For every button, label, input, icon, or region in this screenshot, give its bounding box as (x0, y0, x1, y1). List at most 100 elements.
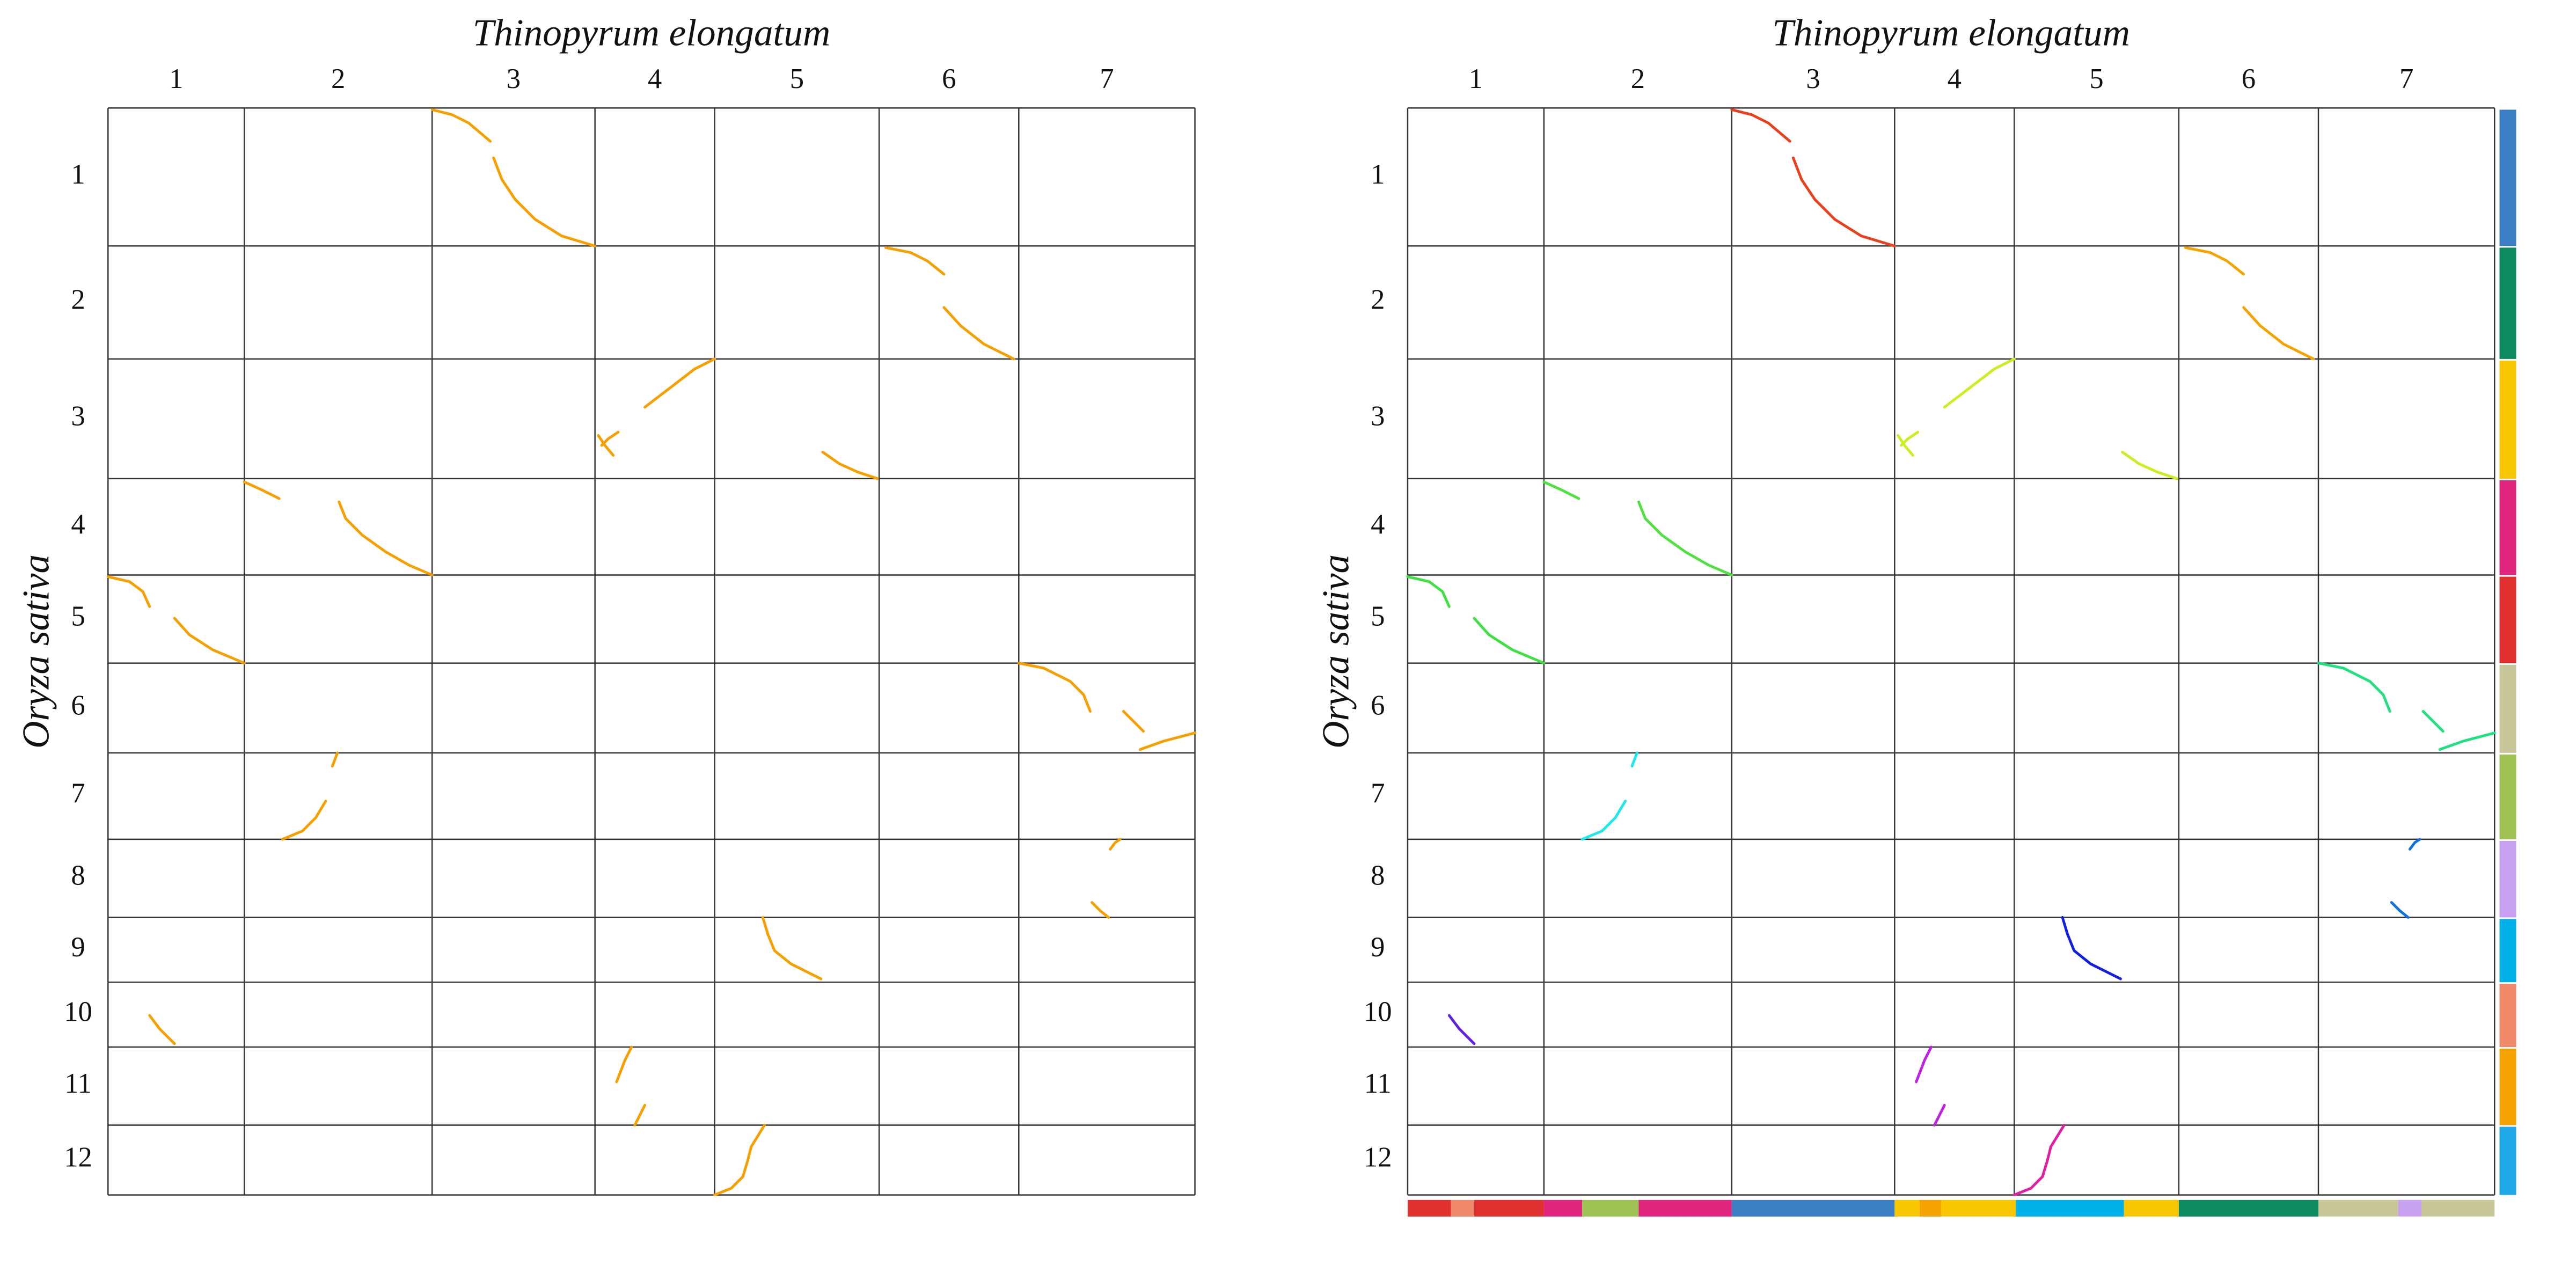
chromosome-color (2499, 576, 2516, 663)
chromosome-color (2499, 1049, 2516, 1125)
chromosome-color (1638, 1199, 1732, 1217)
x-label: 1 (1469, 63, 1483, 94)
synteny-trace (1017, 662, 1092, 713)
chromosome-color (2499, 1126, 2516, 1195)
synteny-trace (2242, 306, 2315, 361)
synteny-trace (1791, 156, 1896, 247)
dotplot-panel: Thinopyrum elongatum Oryza sativa 1 2 3 4 5 6 7 1… (16, 12, 1197, 1197)
synteny-trace (1109, 838, 1122, 851)
chromosome-color (2124, 1199, 2179, 1217)
synteny-trace (713, 1124, 766, 1197)
synteny-trace (643, 357, 716, 409)
synteny-trace (338, 500, 434, 576)
chromosome-color (2499, 247, 2516, 359)
synteny-trace (2390, 901, 2410, 919)
chromosome-color (1451, 1199, 1474, 1217)
synteny-trace (1122, 709, 1145, 733)
chromosome-color (1407, 1199, 1451, 1217)
chromosome-color (1894, 1199, 1920, 1217)
y-label: 8 (1371, 860, 1385, 891)
chromosome-color (1543, 1199, 1583, 1217)
synteny-trace (243, 480, 281, 500)
y-label: 6 (1371, 690, 1385, 721)
y-label: 8 (71, 860, 85, 891)
y-label: 12 (64, 1142, 92, 1173)
x-label: 3 (507, 63, 521, 94)
y-label: 9 (71, 932, 85, 963)
synteny-trace (2184, 246, 2245, 276)
chromosome-color (2178, 1199, 2318, 1217)
panel-title: Thinopyrum elongatum (473, 12, 831, 54)
synteny-trace (430, 108, 492, 143)
synteny-trace (633, 1103, 647, 1126)
synteny-trace (884, 246, 946, 276)
synteny-trace (1915, 1045, 1933, 1084)
x-label: 5 (2089, 63, 2103, 94)
synteny-trace (761, 916, 823, 980)
synteny-trace (492, 156, 597, 247)
synteny-trace (1897, 434, 1914, 457)
chromosome-color (2499, 984, 2516, 1047)
y-label: 3 (71, 400, 85, 431)
y-label: 3 (1371, 400, 1385, 431)
chromosome-color (1941, 1199, 2016, 1217)
chromosome-color (1731, 1199, 1895, 1217)
y-label: 11 (1364, 1068, 1392, 1099)
synteny-trace (2438, 731, 2496, 751)
synteny-trace (2408, 838, 2421, 851)
x-label: 5 (790, 63, 804, 94)
x-label: 6 (2242, 63, 2256, 94)
y-label: 4 (1371, 509, 1385, 540)
synteny-trace (1406, 575, 1451, 608)
synteny-trace (1580, 800, 1627, 841)
synteny-trace (1630, 751, 1638, 768)
chromosome-color (2499, 919, 2516, 983)
synteny-trace (173, 617, 246, 665)
synteny-trace (148, 1014, 176, 1045)
y-axis-title: Oryza sativa (16, 554, 57, 749)
y-label: 10 (1364, 997, 1392, 1028)
chromosome-color (2499, 664, 2516, 753)
chromosome-color (2016, 1199, 2124, 1217)
chromosome-color (2318, 1199, 2398, 1217)
chromosome-color (2499, 840, 2516, 918)
y-label: 6 (71, 690, 85, 721)
chromosome-color (2499, 480, 2516, 575)
synteny-trace (331, 751, 339, 768)
x-label: 7 (2399, 63, 2413, 94)
synteny-trace (2421, 709, 2445, 733)
x-label: 4 (648, 63, 662, 94)
synteny-trace (597, 434, 615, 457)
y-label: 1 (1371, 159, 1385, 190)
synteny-trace (942, 306, 1015, 361)
y-label: 9 (1371, 932, 1385, 963)
synteny-trace (2317, 662, 2391, 713)
y-label: 2 (71, 284, 85, 316)
y-label: 4 (71, 509, 85, 540)
synteny-trace (2061, 916, 2122, 980)
synteny-trace (1637, 500, 1733, 576)
synteny-trace (1730, 108, 1791, 143)
chromosome-color (1582, 1199, 1639, 1217)
x-label: 7 (1100, 63, 1114, 94)
synteny-trace (1138, 731, 1197, 751)
synteny-trace (1542, 480, 1580, 500)
synteny-trace (1447, 1014, 1476, 1045)
y-label: 7 (1371, 778, 1385, 809)
synteny-trace (1943, 357, 2016, 409)
x-label: 2 (331, 63, 345, 94)
y-label: 7 (71, 778, 85, 809)
x-label: 4 (1948, 63, 1962, 94)
y-label: 5 (71, 601, 85, 632)
panel-title: Thinopyrum elongatum (1772, 12, 2130, 54)
synteny-trace (281, 800, 327, 841)
synteny-trace (1091, 901, 1110, 919)
synteny-trace (615, 1045, 633, 1084)
chromosome-color (2499, 361, 2516, 479)
synteny-trace (2012, 1124, 2066, 1197)
y-axis-title: Oryza sativa (1315, 554, 1357, 749)
x-label: 6 (942, 63, 956, 94)
y-label: 10 (64, 997, 92, 1028)
